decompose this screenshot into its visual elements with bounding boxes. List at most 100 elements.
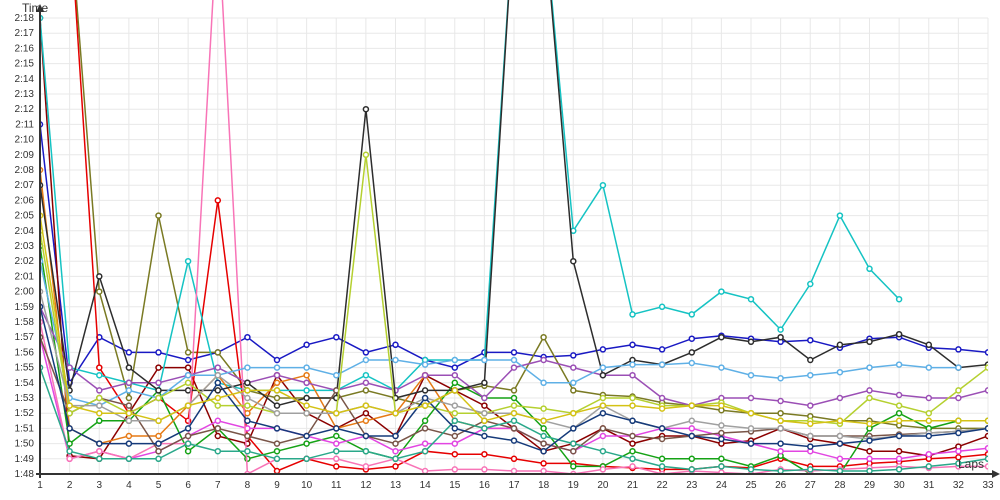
series-point-driver-red (482, 452, 487, 457)
series-point-driver-olive (541, 335, 546, 340)
series-point-driver-cyan (808, 282, 813, 287)
series-point-driver-navy (660, 426, 665, 431)
x-tick-label: 22 (657, 480, 669, 491)
series-point-driver-darkred (215, 434, 220, 439)
series-point-driver-gold (126, 411, 131, 416)
series-point-driver-teal (275, 456, 280, 461)
series-point-driver-gold (749, 411, 754, 416)
series-point-driver-gold (156, 418, 161, 423)
series-point-driver-teal (97, 456, 102, 461)
series-point-driver-blue (956, 347, 961, 352)
y-tick-label: 2:01 (15, 271, 35, 282)
x-tick-label: 23 (686, 480, 698, 491)
series-point-driver-olive (778, 411, 783, 416)
series-point-driver-purple (304, 380, 309, 385)
series-point-driver-pink (600, 467, 605, 472)
x-tick-label: 24 (716, 480, 728, 491)
series-point-driver-gray (749, 426, 754, 431)
series-point-driver-navy (808, 444, 813, 449)
series-point-driver-black (600, 373, 605, 378)
series-point-driver-green (334, 434, 339, 439)
series-point-driver-brown (156, 449, 161, 454)
series-point-driver-magenta (837, 456, 842, 461)
series-point-driver-teal (926, 464, 931, 469)
series-point-driver-navy (245, 418, 250, 423)
series-point-driver-black (245, 380, 250, 385)
series-point-driver-navy (719, 437, 724, 442)
series-point-driver-purple (808, 403, 813, 408)
series-point-driver-brown (245, 434, 250, 439)
series-point-driver-olive (363, 388, 368, 393)
y-tick-label: 1:56 (15, 347, 35, 358)
x-tick-label: 30 (894, 480, 906, 491)
series-point-driver-darkred (482, 403, 487, 408)
series-point-driver-cyan (778, 327, 783, 332)
series-point-driver-skyblue (600, 365, 605, 370)
series-point-driver-teal (334, 449, 339, 454)
series-point-driver-gray (126, 418, 131, 423)
y-tick-label: 2:11 (15, 119, 34, 130)
series-point-driver-darkred (867, 449, 872, 454)
series-point-driver-gold (541, 418, 546, 423)
series-point-driver-navy (541, 449, 546, 454)
series-point-driver-teal (482, 426, 487, 431)
series-point-driver-orange (156, 434, 161, 439)
series-point-driver-magenta (897, 456, 902, 461)
series-point-driver-skyblue (482, 358, 487, 363)
y-tick-label: 2:07 (15, 180, 35, 191)
x-tick-label: 10 (301, 480, 313, 491)
series-point-driver-blue (275, 358, 280, 363)
series-point-driver-orange (245, 411, 250, 416)
series-point-driver-blue (245, 335, 250, 340)
series-point-driver-skyblue (275, 365, 280, 370)
series-point-driver-gray (482, 411, 487, 416)
series-point-driver-brown (393, 441, 398, 446)
y-tick-label: 2:16 (15, 43, 35, 54)
series-point-driver-orange (363, 418, 368, 423)
series-point-driver-teal (571, 441, 576, 446)
series-point-driver-olive (571, 388, 576, 393)
series-point-driver-red (393, 464, 398, 469)
x-tick-label: 19 (568, 480, 580, 491)
series-point-driver-black (571, 259, 576, 264)
series-point-driver-purple (660, 396, 665, 401)
series-point-driver-brown (630, 434, 635, 439)
series-point-driver-teal (867, 469, 872, 474)
series-point-driver-navy (156, 441, 161, 446)
series-point-driver-gold (363, 403, 368, 408)
series-point-driver-blue (808, 338, 813, 343)
series-point-driver-cyan (749, 297, 754, 302)
series-point-driver-gold (67, 403, 72, 408)
series-point-driver-navy (215, 380, 220, 385)
series-point-driver-skyblue (304, 365, 309, 370)
series-point-driver-yellowgreen (630, 396, 635, 401)
series-point-driver-black (156, 388, 161, 393)
series-point-driver-green (97, 418, 102, 423)
series-point-driver-skyblue (571, 380, 576, 385)
series-point-driver-gray (808, 434, 813, 439)
series-point-driver-black (275, 403, 280, 408)
series-point-driver-navy (926, 434, 931, 439)
series-point-driver-magenta (393, 449, 398, 454)
series-point-driver-yellowgreen (215, 403, 220, 408)
x-tick-label: 29 (864, 480, 876, 491)
series-point-driver-gray (719, 423, 724, 428)
y-tick-label: 2:12 (15, 104, 35, 115)
series-point-driver-teal (245, 449, 250, 454)
y-tick-label: 2:08 (15, 165, 35, 176)
x-tick-label: 27 (805, 480, 817, 491)
series-point-driver-brown (452, 434, 457, 439)
y-tick-label: 1:59 (15, 302, 35, 313)
x-tick-label: 13 (390, 480, 402, 491)
series-point-driver-olive (512, 388, 517, 393)
series-point-driver-gray (304, 411, 309, 416)
y-tick-label: 1:50 (15, 439, 35, 450)
series-point-driver-gray (275, 411, 280, 416)
series-point-driver-magenta (423, 441, 428, 446)
series-point-driver-skyblue (186, 373, 191, 378)
x-tick-label: 8 (245, 480, 251, 491)
series-point-driver-navy (126, 441, 131, 446)
series-point-driver-skyblue (363, 358, 368, 363)
series-point-driver-navy (67, 426, 72, 431)
series-point-driver-gold (304, 403, 309, 408)
